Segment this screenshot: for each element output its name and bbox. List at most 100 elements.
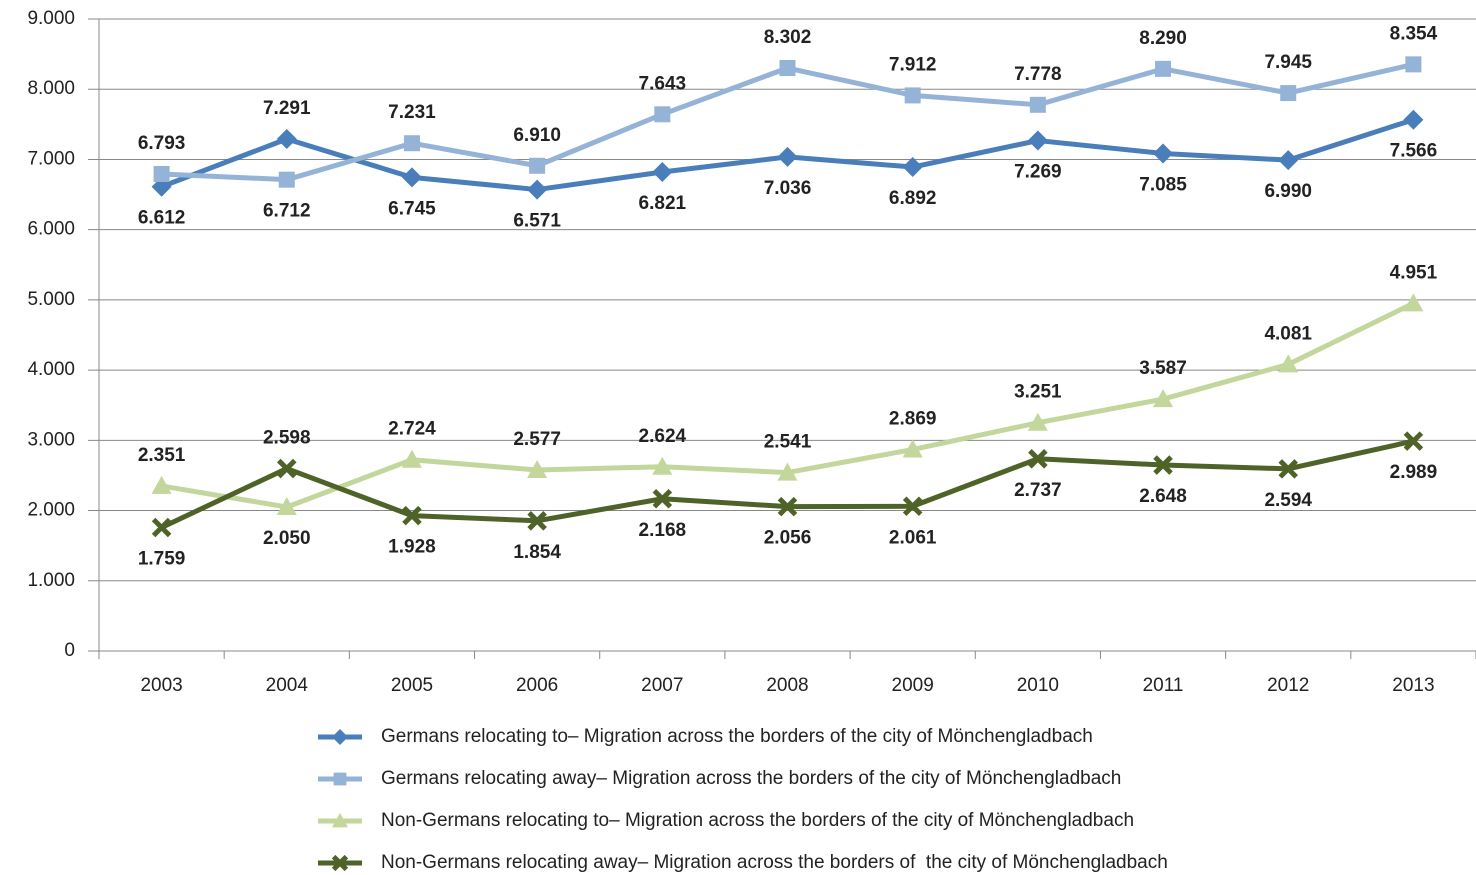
y-tick-label: 7.000 (27, 148, 75, 169)
y-tick-label: 0 (64, 640, 75, 661)
marker (1278, 150, 1299, 171)
legend-label: Germans relocating away– Migration acros… (381, 768, 1121, 789)
data-label: 8.290 (1139, 28, 1187, 49)
marker (904, 87, 921, 104)
y-tick-label: 9.000 (27, 8, 75, 29)
legend-label: Non-Germans relocating to– Migration acr… (381, 810, 1134, 831)
x-tick-label: 2004 (266, 675, 309, 696)
data-label: 2.737 (1014, 480, 1062, 501)
marker (1403, 431, 1424, 451)
data-label: 1.759 (138, 548, 186, 569)
marker (1155, 60, 1172, 77)
x-tick-label: 2012 (1267, 675, 1309, 696)
data-label: 6.745 (388, 198, 436, 219)
marker (1153, 143, 1174, 164)
data-label: 2.541 (764, 432, 812, 453)
data-label: 2.989 (1390, 462, 1438, 483)
data-label: 2.598 (263, 428, 311, 449)
marker (1028, 449, 1048, 469)
y-tick-label: 3.000 (27, 429, 75, 450)
data-label: 6.910 (513, 125, 561, 146)
x-tick-label: 2007 (641, 675, 683, 696)
x-tick-label: 2006 (516, 675, 558, 696)
marker (276, 129, 297, 150)
data-label: 6.821 (639, 193, 687, 214)
data-label: 7.231 (388, 102, 436, 123)
marker (331, 854, 349, 872)
marker (1029, 96, 1046, 113)
data-label: 2.168 (639, 520, 687, 541)
marker (654, 106, 671, 123)
data-label: 4.081 (1264, 323, 1312, 344)
data-label: 1.854 (513, 542, 561, 563)
data-label: 6.612 (138, 208, 186, 229)
marker (902, 157, 923, 178)
marker (1278, 459, 1298, 479)
legend-label: Non-Germans relocating away– Migration a… (381, 852, 1168, 873)
marker (1278, 354, 1299, 373)
marker (902, 439, 923, 458)
data-label: 7.291 (263, 98, 311, 119)
data-label: 2.869 (889, 409, 937, 430)
marker (1405, 56, 1422, 73)
y-tick-label: 2.000 (27, 500, 75, 521)
marker (527, 460, 548, 479)
marker (276, 497, 297, 516)
marker (527, 179, 548, 200)
marker (1280, 85, 1297, 102)
x-tick-label: 2009 (892, 675, 934, 696)
marker (1027, 130, 1048, 151)
data-label: 7.036 (764, 178, 812, 199)
data-label: 2.351 (138, 445, 186, 466)
marker (403, 135, 420, 152)
data-label: 3.251 (1014, 382, 1062, 403)
y-tick-label: 8.000 (27, 78, 75, 99)
data-label: 6.990 (1264, 181, 1312, 202)
data-label: 2.624 (639, 426, 687, 447)
data-label: 7.778 (1014, 64, 1062, 85)
marker (332, 729, 348, 745)
x-tick-label: 2003 (140, 675, 182, 696)
legend-label: Germans relocating to– Migration across … (381, 726, 1093, 747)
marker (401, 449, 422, 468)
marker (151, 517, 172, 538)
marker (1153, 455, 1173, 475)
marker (278, 171, 295, 188)
data-label: 3.587 (1139, 358, 1187, 379)
marker (151, 475, 172, 494)
data-label: 2.648 (1139, 486, 1187, 507)
x-tick-label: 2013 (1392, 675, 1434, 696)
marker (777, 496, 798, 517)
y-tick-label: 1.000 (27, 570, 75, 591)
data-label: 1.928 (388, 537, 436, 558)
data-label: 7.269 (1014, 162, 1062, 183)
y-tick-label: 5.000 (27, 289, 75, 310)
marker (529, 157, 546, 174)
marker (333, 772, 347, 786)
data-label: 2.577 (513, 429, 561, 450)
marker (402, 505, 422, 526)
y-tick-label: 4.000 (27, 359, 75, 380)
data-label: 6.571 (513, 211, 561, 232)
marker (1403, 109, 1424, 130)
marker (1027, 412, 1048, 431)
data-label: 6.712 (263, 201, 311, 222)
y-tick-label: 6.000 (27, 219, 75, 240)
data-label: 7.566 (1390, 141, 1438, 162)
marker (652, 488, 673, 509)
data-label: 6.892 (889, 188, 937, 209)
marker (332, 813, 348, 828)
x-tick-label: 2005 (391, 675, 433, 696)
marker (153, 165, 170, 182)
data-label: 8.302 (764, 27, 812, 48)
marker (777, 462, 798, 481)
data-label: 7.085 (1139, 174, 1187, 195)
data-label: 2.594 (1264, 490, 1312, 511)
marker (1403, 293, 1424, 312)
marker (652, 162, 673, 183)
marker (1153, 389, 1174, 408)
data-label: 7.945 (1264, 52, 1312, 73)
x-tick-label: 2011 (1143, 675, 1184, 696)
marker (277, 458, 297, 479)
